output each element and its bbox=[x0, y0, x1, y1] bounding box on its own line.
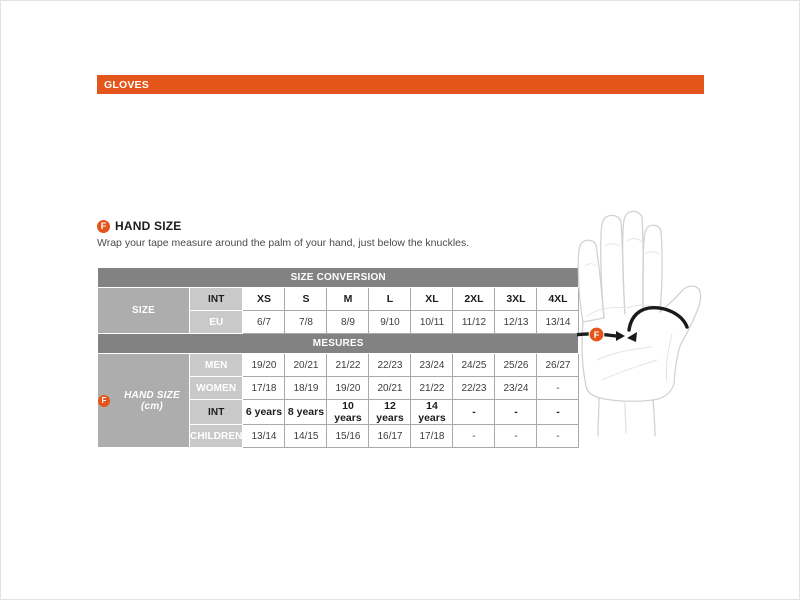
mesures-section-header: MESURES bbox=[96, 333, 580, 354]
f-marker-icon: F bbox=[97, 219, 110, 233]
table-cell: - bbox=[452, 424, 496, 448]
table-row: WOMEN 17/18 18/19 19/20 20/21 21/22 22/2… bbox=[98, 376, 580, 400]
table-cell: 13/14 bbox=[242, 424, 286, 448]
table-cell: 23/24 bbox=[494, 376, 538, 400]
table-row: INT 6 years 8 years 10 years 12 years 14… bbox=[98, 399, 580, 425]
table-cell: S bbox=[284, 287, 328, 311]
table-cell: 23/24 bbox=[410, 353, 454, 377]
table-cell: 20/21 bbox=[284, 353, 328, 377]
table-cell: 17/18 bbox=[242, 376, 286, 400]
table-cell: 13/14 bbox=[536, 310, 580, 334]
table-cell: 14 years bbox=[410, 399, 454, 425]
gloves-header-bar: GLOVES bbox=[97, 75, 704, 94]
table-cell: XL bbox=[410, 287, 454, 311]
table-row: CHILDREN 13/14 14/15 15/16 16/17 17/18 -… bbox=[98, 424, 580, 448]
hand-size-instructions: Wrap your tape measure around the palm o… bbox=[97, 237, 470, 249]
table-cell: - bbox=[494, 399, 538, 425]
table-cell: 18/19 bbox=[284, 376, 328, 400]
table-row: SIZE INT XS S M L XL 2XL 3XL 4XL bbox=[97, 287, 580, 334]
table-cell: 4XL bbox=[536, 287, 580, 311]
hand-creases bbox=[584, 238, 673, 383]
table-cell: 7/8 bbox=[284, 310, 328, 334]
gloves-header-label: GLOVES bbox=[104, 78, 149, 91]
table-cell: 8/9 bbox=[326, 310, 370, 334]
table-cell: 6/7 bbox=[242, 310, 286, 334]
table-cell: - bbox=[452, 399, 496, 425]
table-cell: 16/17 bbox=[368, 424, 412, 448]
table-cell: 10 years bbox=[326, 399, 370, 425]
hand-size-heading: F HAND SIZE bbox=[97, 219, 181, 233]
size-conversion-table: SIZE CONVERSION SIZE INT XS S M L XL 2XL… bbox=[96, 267, 580, 448]
row-label: CHILDREN bbox=[188, 424, 244, 448]
table-cell: 19/20 bbox=[242, 353, 286, 377]
hand-size-marker: F bbox=[588, 326, 605, 343]
table-cell: 10/11 bbox=[410, 310, 454, 334]
table-row: MESURES bbox=[96, 333, 580, 354]
table-cell: - bbox=[536, 399, 580, 425]
marker-letter: F bbox=[594, 330, 600, 340]
table-cell: - bbox=[536, 376, 580, 400]
row-label: MEN bbox=[188, 353, 244, 377]
hand-illustration: F bbox=[573, 204, 711, 440]
table-cell: 12 years bbox=[368, 399, 412, 425]
f-marker-icon: F bbox=[98, 394, 110, 407]
table-cell: 14/15 bbox=[284, 424, 328, 448]
table-cell: 17/18 bbox=[410, 424, 454, 448]
row-label: EU bbox=[188, 310, 244, 334]
row-label: INT bbox=[188, 287, 244, 311]
table-cell: 2XL bbox=[452, 287, 496, 311]
table-cell: 21/22 bbox=[326, 353, 370, 377]
table-cell: 20/21 bbox=[368, 376, 412, 400]
row-label: WOMEN bbox=[188, 376, 244, 400]
table-cell: 15/16 bbox=[326, 424, 370, 448]
table-cell: - bbox=[536, 424, 580, 448]
table-cell: 8 years bbox=[284, 399, 328, 425]
size-group-label: SIZE bbox=[97, 287, 190, 334]
row-label: INT bbox=[188, 399, 244, 425]
table-cell: 11/12 bbox=[452, 310, 496, 334]
table-cell: 3XL bbox=[494, 287, 538, 311]
table-cell: 25/26 bbox=[494, 353, 538, 377]
table-row: F HAND SIZE (cm) MEN 19/20 20/21 21/22 2… bbox=[97, 353, 580, 448]
table-cell: 24/25 bbox=[452, 353, 496, 377]
table-cell: 22/23 bbox=[452, 376, 496, 400]
table-cell: XS bbox=[242, 287, 286, 311]
table-cell: 22/23 bbox=[368, 353, 412, 377]
table-row: EU 6/7 7/8 8/9 9/10 10/11 11/12 12/13 13… bbox=[98, 310, 580, 334]
hand-outline bbox=[577, 210, 702, 437]
table-cell: L bbox=[368, 287, 412, 311]
table-cell: M bbox=[326, 287, 370, 311]
table-row: SIZE CONVERSION bbox=[96, 267, 580, 288]
hand-size-title: HAND SIZE bbox=[115, 219, 182, 233]
hand-size-cm-label: HAND SIZE (cm) bbox=[124, 389, 180, 412]
table-cell: 26/27 bbox=[536, 353, 580, 377]
table-cell: 12/13 bbox=[494, 310, 538, 334]
table-cell: - bbox=[494, 424, 538, 448]
table-cell: 6 years bbox=[242, 399, 286, 425]
table-cell: 21/22 bbox=[410, 376, 454, 400]
table-cell: 19/20 bbox=[326, 376, 370, 400]
size-conversion-section-header: SIZE CONVERSION bbox=[96, 267, 580, 288]
hand-size-cm-group-label: F HAND SIZE (cm) bbox=[97, 353, 190, 448]
table-cell: 9/10 bbox=[368, 310, 412, 334]
